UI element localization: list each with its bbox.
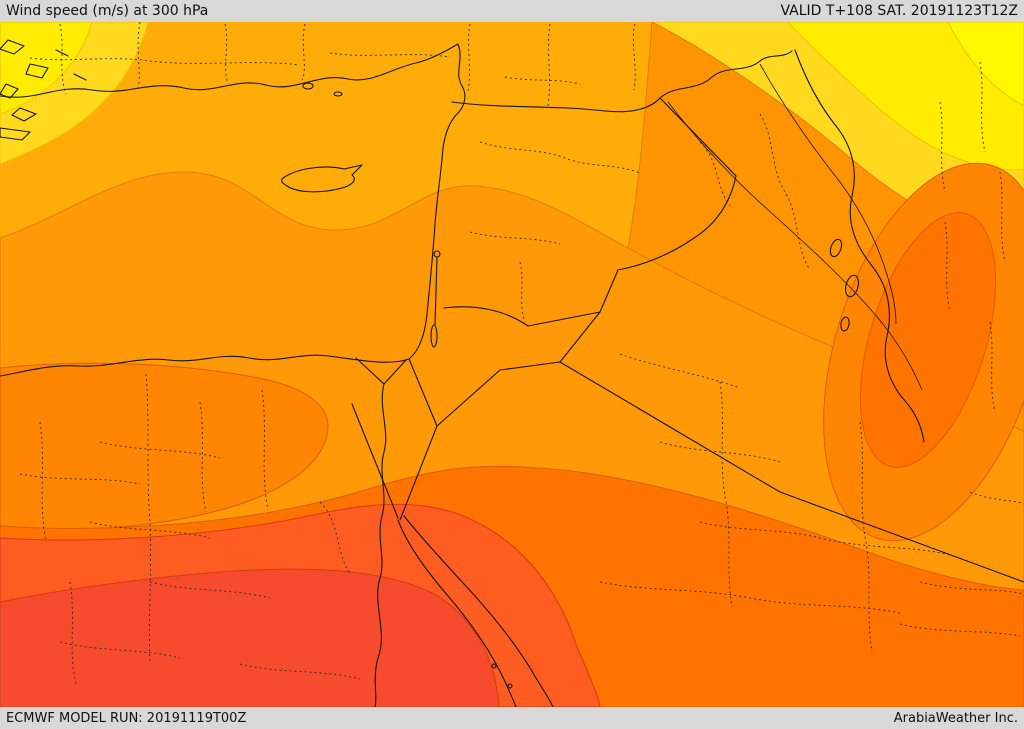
model-run-label: ECMWF MODEL RUN: 20191119T00Z: [6, 710, 247, 726]
region-red-core: [0, 568, 500, 707]
syria-iraq-border: [659, 97, 737, 177]
tigris-river: [759, 63, 897, 325]
lake-habbaniyah: [844, 274, 860, 298]
saudi-iraq-long-border: [559, 361, 1024, 583]
red-sea-island-2: [507, 683, 513, 689]
footer-bar: ECMWF MODEL RUN: 20191119T00Z ArabiaWeat…: [0, 707, 1024, 729]
branding-label: ArabiaWeather Inc.: [893, 710, 1018, 726]
rivers-group: [667, 63, 923, 391]
map-title: Wind speed (m/s) at 300 hPa: [6, 3, 209, 19]
nile-delta: [355, 357, 407, 385]
valid-time-label: VALID T+108 SAT. 20191123T12Z: [780, 3, 1018, 19]
nile-river: [374, 383, 387, 707]
red-sea-east-coast: [403, 515, 554, 707]
jordan-river: [434, 257, 438, 326]
red-sea-island: [491, 663, 497, 669]
iraq-west-border: [617, 175, 737, 271]
gulf-of-aqaba: [399, 425, 438, 521]
turkey-syria-border: [451, 50, 793, 113]
sea-of-galilee: [433, 250, 441, 258]
coastlines-group: [0, 39, 860, 707]
wind-speed-map: [0, 22, 1024, 707]
syria-jordan-border: [443, 306, 529, 327]
country-borders-group: [408, 49, 1024, 583]
turkey-lake: [333, 91, 343, 97]
map-canvas: [0, 22, 1024, 707]
dotted-egypt-provinces: [59, 373, 361, 680]
dotted-levant-provinces: [469, 141, 641, 323]
gulf-of-suez: [351, 403, 399, 519]
header-bar: Wind speed (m/s) at 300 hPa VALID T+108 …: [0, 0, 1024, 22]
euphrates-river: [667, 101, 923, 391]
cyprus-island: [281, 164, 363, 193]
dotted-saudi-provinces: [599, 353, 1024, 653]
region-right-dark-core: [859, 212, 997, 468]
iran-iraq-border: [794, 49, 925, 443]
lake-tharthar: [829, 238, 843, 258]
dotted-boundaries-group: [19, 22, 1024, 685]
dead-sea: [430, 324, 438, 348]
lake-razzaza: [840, 316, 850, 332]
aegean-islands: [0, 39, 87, 141]
region-leftmid-deep: [0, 362, 329, 530]
dotted-turkey-provinces: [29, 22, 636, 107]
turkey-salt-lake: [302, 82, 314, 90]
dotted-east-provinces: [699, 61, 1006, 413]
dotted-libya-provinces: [19, 421, 141, 685]
mediterranean-coastline: [0, 43, 466, 377]
red-sea-west-coast: [397, 519, 517, 707]
egypt-israel-border: [408, 358, 438, 427]
